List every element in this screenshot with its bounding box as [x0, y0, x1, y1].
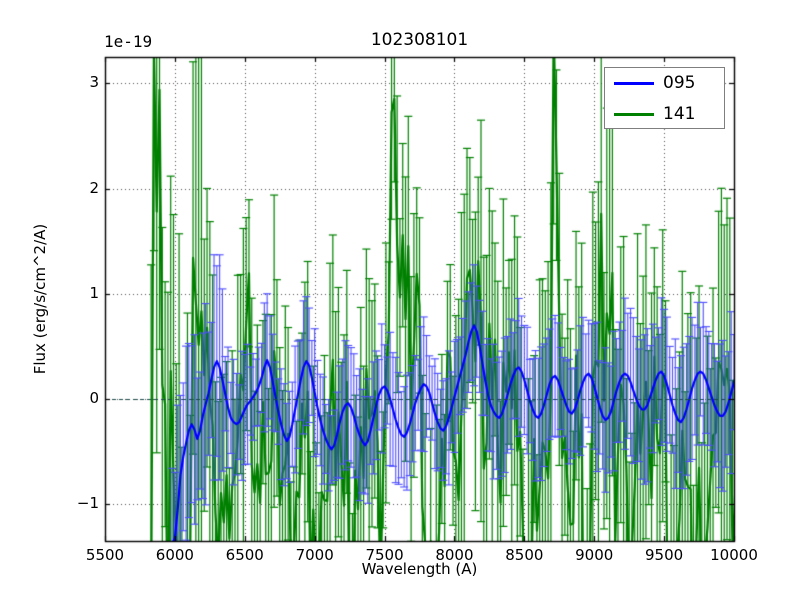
y-tick-label: 0 [89, 388, 99, 407]
legend-color-swatch [614, 82, 654, 85]
y-tick-label: 1 [89, 283, 99, 302]
y-tick-label: −1 [76, 494, 99, 513]
legend-label: 141 [663, 104, 696, 124]
x-tick-label: 10000 [710, 546, 758, 564]
x-tick-label: 7000 [295, 546, 334, 564]
y-tick-label: 2 [89, 178, 99, 197]
x-tick-label: 8000 [435, 546, 474, 564]
y-axis-tick-labels: −1 0 1 2 3 [54, 0, 99, 600]
legend-entry: 141 [605, 99, 726, 130]
x-tick-label: 8500 [505, 546, 544, 564]
legend-entry: 095 [605, 68, 726, 99]
legend-color-swatch [614, 113, 654, 116]
x-tick-label: 6000 [155, 546, 194, 564]
x-tick-label: 9000 [575, 546, 614, 564]
x-tick-label: 7500 [365, 546, 404, 564]
y-axis-label: Flux (erg/s/cm^2/A) [31, 223, 49, 375]
x-tick-label: 5500 [85, 546, 125, 564]
y-tick-label: 3 [89, 73, 99, 92]
x-axis-label: Wavelength (A) [361, 560, 478, 578]
chart-title: 102308101 [370, 30, 469, 50]
x-axis-tick-labels: 5500 6000 6500 7000 7500 8000 8500 9000 9500 1000… [0, 546, 800, 576]
x-tick-label: 9500 [645, 546, 684, 564]
x-tick-label: 6500 [225, 546, 264, 564]
legend-label: 095 [663, 73, 696, 93]
y-axis-offset-text: 1e-19 [104, 32, 153, 51]
legend: 095 141 [604, 67, 725, 129]
